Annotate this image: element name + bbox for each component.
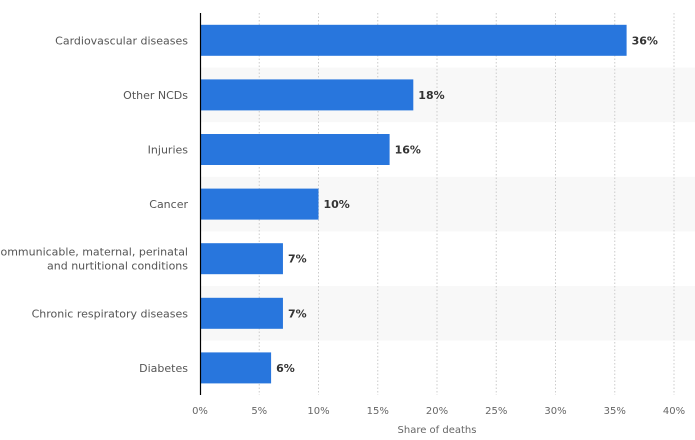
x-tick-label: 0% [192,406,208,417]
data-label: 7% [288,307,307,320]
bar[interactable] [200,188,319,220]
x-axis-title: Share of deaths [398,425,477,436]
category-label: Cancer [149,198,188,211]
bar[interactable] [200,297,283,329]
category-label: Chronic respiratory diseases [32,307,189,320]
x-tick-label: 10% [307,406,329,417]
category-label: Communicable, maternal, perinatal [0,246,188,259]
bar[interactable] [200,79,414,111]
data-label: 18% [418,89,444,102]
data-label: 10% [324,198,350,211]
category-label: Other NCDs [123,89,188,102]
data-label: 36% [632,34,658,47]
x-tick-label: 35% [604,406,626,417]
bar[interactable] [200,352,272,384]
bar[interactable] [200,134,390,165]
x-tick-label: 40% [663,406,685,417]
category-label: Cardiovascular diseases [55,34,188,47]
x-tick-label: 15% [367,406,389,417]
category-label: Diabetes [139,362,188,375]
x-tick-label: 25% [485,406,507,417]
data-label: 7% [288,253,307,266]
x-tick-label: 30% [544,406,566,417]
x-tick-label: 20% [426,406,448,417]
bar[interactable] [200,24,627,56]
category-label: Injuries [148,144,189,157]
data-label: 16% [395,144,421,157]
x-tick-label: 5% [251,406,267,417]
data-label: 6% [276,362,295,375]
bar[interactable] [200,243,283,275]
category-label: and nurtitional conditions [47,260,188,273]
